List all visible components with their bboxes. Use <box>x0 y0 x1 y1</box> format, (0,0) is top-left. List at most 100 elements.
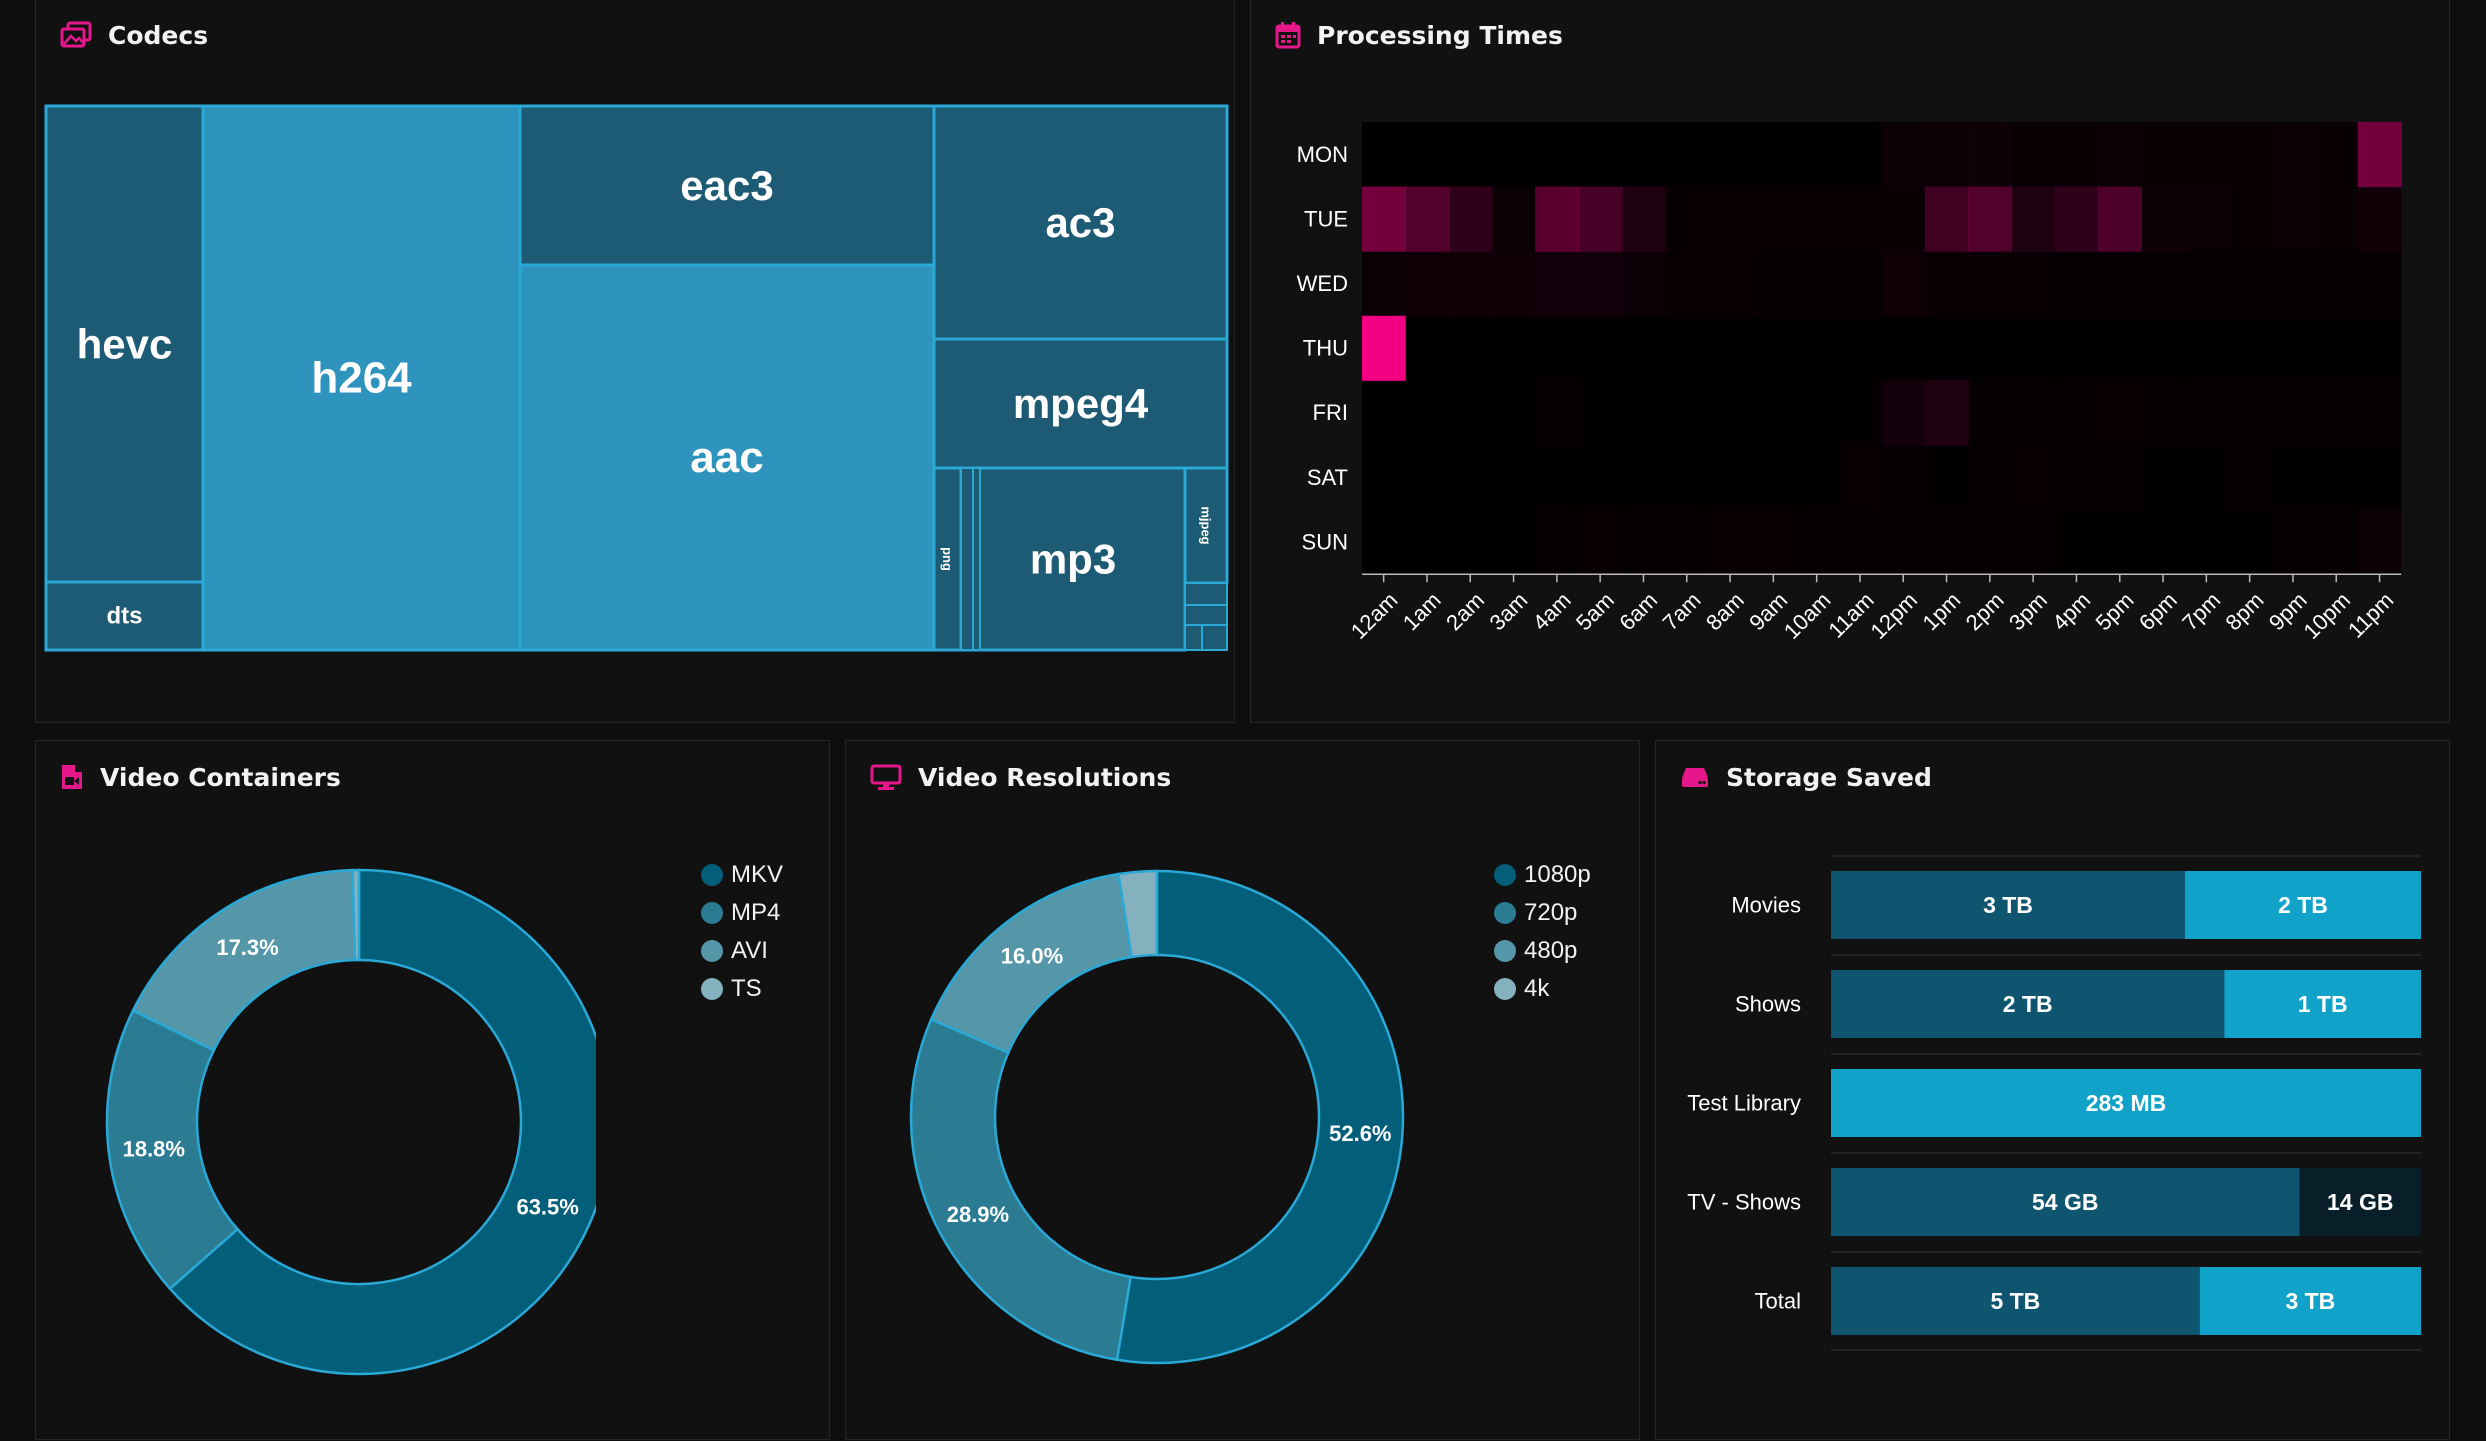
heatmap-cell <box>1622 445 1666 510</box>
file-video-icon <box>60 763 84 791</box>
heatmap-cell <box>2315 445 2359 510</box>
heatmap-day-label: TUE <box>1304 206 1348 231</box>
heatmap-cell <box>1665 445 1709 510</box>
heatmap-cell <box>2228 445 2272 510</box>
legend-label: 480p <box>1524 937 1578 964</box>
legend-swatch <box>701 902 723 924</box>
heatmap-cell <box>2185 445 2229 510</box>
legend-item[interactable]: 720p <box>1494 894 1591 932</box>
heatmap-cell <box>1665 510 1709 575</box>
codecs-panel: Codecs hevc dts h264 eac3 aac ac3 mpeg4 png mp3 m… <box>35 0 1235 723</box>
heatmap-cell <box>2012 316 2056 381</box>
legend-swatch <box>1494 978 1516 1000</box>
heatmap-cell <box>1665 380 1709 445</box>
heatmap-hour-label: 2pm <box>1961 587 2009 635</box>
codecs-treemap: hevc dts h264 eac3 aac ac3 mpeg4 png mp3 mjpeg <box>44 104 1229 652</box>
heatmap-cell <box>1882 187 1926 252</box>
heatmap-cell <box>1405 251 1450 317</box>
heatmap-cell <box>2054 186 2099 252</box>
heatmap-cell <box>2271 186 2316 252</box>
heatmap-cell <box>2098 380 2142 445</box>
storage-bar-label: 5 TB <box>1990 1288 2040 1314</box>
legend-item[interactable]: 4k <box>1494 970 1591 1008</box>
heatmap-cell <box>2358 251 2402 316</box>
heatmap-cell <box>2357 186 2402 252</box>
treemap-label-aac: aac <box>690 433 763 482</box>
heatmap-cell <box>1752 380 1796 445</box>
heatmap-cell <box>1665 251 1709 316</box>
heatmap-cell <box>1578 186 1623 252</box>
heatmap-cell <box>1968 122 2012 188</box>
storage-bar-label: 54 GB <box>2032 1189 2098 1215</box>
storage-saved-panel: Storage Saved Movies 3 TB 2 TB Shows 2 TB 1 T… <box>1655 740 2450 1440</box>
heatmap-cell <box>2357 122 2402 188</box>
images-icon <box>60 21 92 49</box>
heatmap-cell <box>2271 445 2315 510</box>
heatmap-hour-label: 1pm <box>1917 587 1965 635</box>
heatmap-cell <box>2271 251 2315 316</box>
legend-swatch <box>701 940 723 962</box>
legend-item[interactable]: 1080p <box>1494 856 1591 894</box>
treemap-label-mp3: mp3 <box>1030 536 1116 583</box>
donut-value-label: 63.5% <box>516 1195 578 1220</box>
heatmap-hour-label: 10pm <box>2298 587 2355 644</box>
heatmap-cell <box>1579 380 1623 445</box>
storage-bar-segment <box>1831 871 2185 939</box>
legend-item[interactable]: MP4 <box>701 894 783 932</box>
heatmap-cell <box>2185 316 2229 381</box>
heatmap-cell <box>2012 445 2056 510</box>
donut-slice-mkv <box>168 868 596 1376</box>
legend-item[interactable]: 480p <box>1494 932 1591 970</box>
heatmap-cell <box>1968 316 2012 381</box>
heatmap-cell <box>1795 251 1839 316</box>
donut-slice-avi <box>131 868 357 1052</box>
hard-drive-icon <box>1680 764 1710 790</box>
heatmap-cell <box>2098 186 2142 252</box>
storage-bar-label: 3 TB <box>1983 892 2033 918</box>
heatmap-cell <box>1362 186 1406 252</box>
heatmap-cell <box>1795 445 1839 510</box>
legend-item[interactable]: AVI <box>701 932 783 970</box>
legend-swatch <box>1494 902 1516 924</box>
legend-label: AVI <box>731 937 768 964</box>
heatmap-cell <box>1622 316 1666 381</box>
containers-header: Video Containers <box>60 759 341 795</box>
heatmap-cell <box>1535 510 1579 575</box>
heatmap-hour-label: 6pm <box>2134 587 2182 635</box>
processing-heatmap: MON TUE WED THU FRI SAT SUN 12am1am2am3am4am5am… <box>1297 122 2402 644</box>
codecs-header: Codecs <box>60 17 208 53</box>
legend-item[interactable]: TS <box>701 970 783 1008</box>
heatmap-cell <box>1838 316 1882 381</box>
donut-slice-ts <box>351 868 361 962</box>
heatmap-cell <box>1578 251 1623 317</box>
treemap-tile-h264 <box>201 104 522 652</box>
legend-item[interactable]: MKV <box>701 856 783 894</box>
heatmap-cell <box>1752 510 1796 575</box>
resolutions-title: Video Resolutions <box>918 762 1172 792</box>
donut-value-label: 28.9% <box>947 1202 1009 1227</box>
heatmap-cell <box>2055 316 2099 381</box>
heatmap-cell <box>2055 445 2099 510</box>
resolutions-donut: 52.6% 28.9% 16.0% <box>909 869 1405 1365</box>
heatmap-cell <box>1708 316 1752 381</box>
storage-bar-segment <box>1831 1168 2300 1236</box>
heatmap-hour-label: 7pm <box>2177 587 2225 635</box>
treemap-tile-minor <box>1201 624 1228 651</box>
donut-value-label: 16.0% <box>1001 943 1063 968</box>
heatmap-hour-label: 8pm <box>2221 587 2269 635</box>
heatmap-cell <box>1838 510 1882 575</box>
heatmap-hour-label: 7am <box>1658 587 1706 635</box>
heatmap-day-label: FRI <box>1313 400 1348 425</box>
heatmap-cell <box>1925 445 1969 510</box>
heatmap-cell <box>2098 251 2142 316</box>
heatmap-cell <box>1362 315 1406 381</box>
heatmap-cell <box>2228 510 2272 575</box>
heatmap-cell <box>1752 122 1796 187</box>
heatmap-cell <box>2315 380 2359 445</box>
donut-value-label: 18.8% <box>123 1137 185 1162</box>
legend-swatch <box>701 978 723 1000</box>
heatmap-cell <box>2012 510 2056 575</box>
heatmap-hour-label: 4am <box>1528 587 1576 635</box>
heatmap-cell <box>1491 186 1536 252</box>
heatmap-cell <box>2098 445 2142 510</box>
